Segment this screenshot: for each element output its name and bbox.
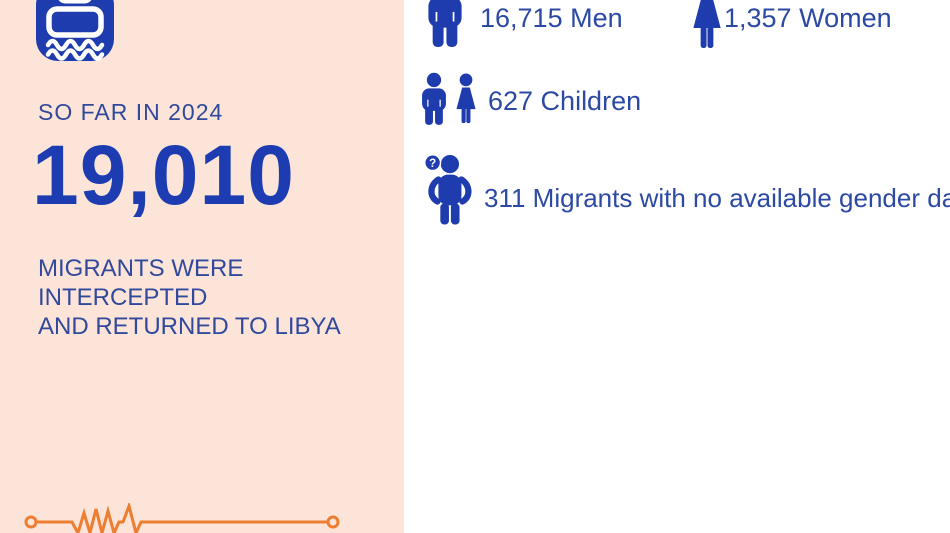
boat-icon (36, 0, 114, 61)
breakdown-panel: 16,715 Men 1,357 Women 627 Children (404, 0, 950, 533)
man-icon (428, 0, 462, 48)
unknown-gender-person-icon: ? (424, 154, 472, 225)
pulse-line-decoration (24, 503, 340, 533)
unknown-gender-count-label: 311 Migrants with no available gender da… (484, 183, 950, 213)
children-count-label: 627 Children (488, 86, 642, 116)
question-mark-glyph: ? (429, 158, 436, 170)
total-description-line2: AND RETURNED TO LIBYA (38, 313, 341, 340)
girl-icon (456, 73, 476, 124)
men-count-label: 16,715 Men (480, 3, 623, 33)
period-label: SO FAR IN 2024 (38, 99, 224, 125)
boat-icon-graphic (45, 0, 105, 61)
total-migrants-value: 19,010 (32, 128, 295, 222)
women-count-label: 1,357 Women (724, 3, 892, 33)
boy-icon (422, 72, 446, 125)
woman-icon (693, 0, 721, 49)
total-description: MIGRANTS WERE INTERCEPTED AND RETURNED T… (38, 254, 404, 341)
question-mark-badge: ? (424, 154, 442, 172)
summary-panel: SO FAR IN 2024 19,010 MIGRANTS WERE INTE… (0, 0, 404, 533)
total-description-line1: MIGRANTS WERE INTERCEPTED (38, 255, 244, 311)
